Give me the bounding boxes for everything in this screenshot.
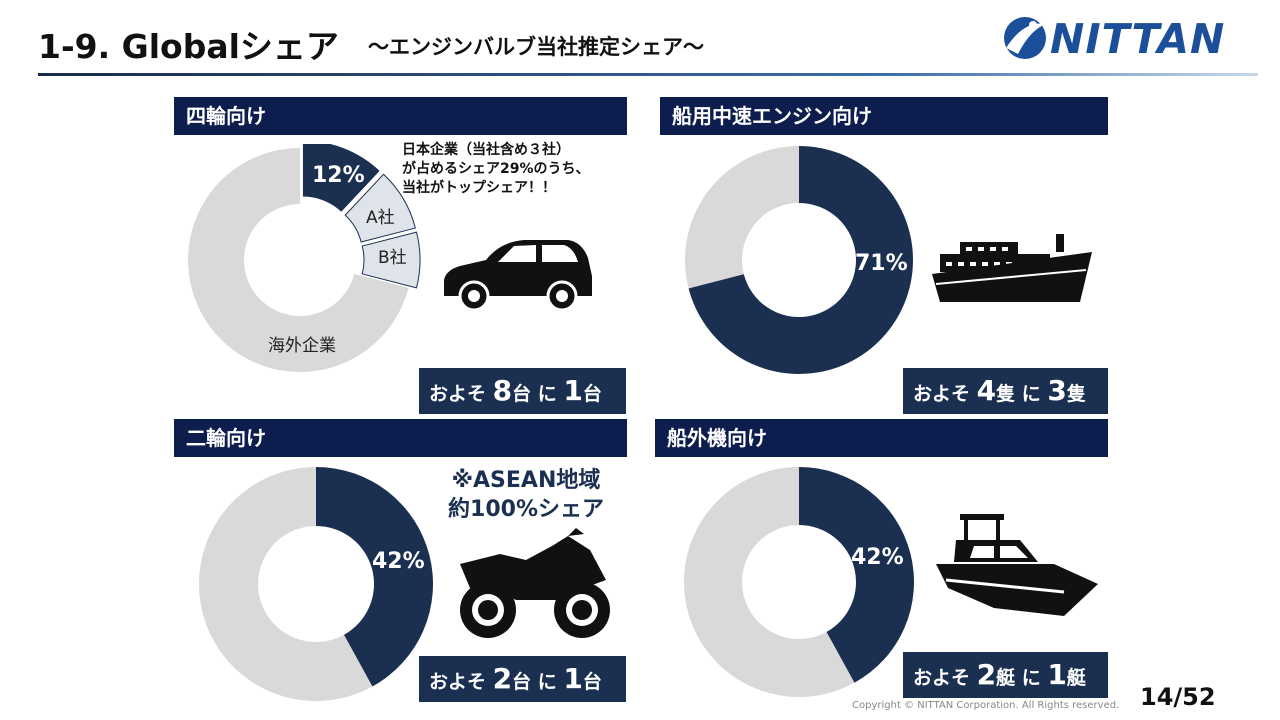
ship-icon — [932, 234, 1092, 302]
ratio-prefix: およそ — [429, 383, 487, 405]
heading-boat: 船外機向け — [655, 419, 1108, 457]
ratio-connector: に — [537, 383, 557, 405]
logo-text: NITTAN — [1050, 15, 1226, 63]
donut-slice-海外企業 — [188, 148, 409, 372]
heading-motorcycle: 二輪向け — [174, 419, 627, 457]
ratio-unit: 台 — [512, 671, 532, 693]
ratio-prefix: およそ — [913, 667, 971, 689]
ratio-number: 1 — [1047, 658, 1067, 691]
car-note: 日本企業（当社含め３社） が占めるシェア29%のうち、 当社がトップシェア！！ — [402, 141, 590, 198]
motorcycle-ratio-box: およそ 2台 に 1台 — [419, 656, 626, 702]
page-subtitle: ～エンジンバルブ当社推定シェア～ — [368, 35, 704, 59]
ship-ratio-box: およそ 4隻 に 3隻 — [903, 368, 1108, 414]
donut-slice-B社 — [361, 231, 421, 289]
ratio-unit: 隻 — [1066, 383, 1086, 405]
ratio-number: 2 — [976, 658, 997, 691]
car-icon — [444, 240, 592, 310]
ratio-number: 8 — [492, 374, 513, 407]
motorcycle-share-label: 42% — [372, 549, 425, 574]
ratio-connector: に — [1021, 667, 1041, 689]
car-share-label: 12% — [312, 163, 365, 188]
heading-ship: 船用中速エンジン向け — [660, 97, 1108, 135]
ratio-unit: 隻 — [996, 383, 1016, 405]
donut-slice-その他 — [198, 467, 373, 701]
car-segment-a-label: A社 — [366, 208, 395, 228]
nittan-logo — [1000, 10, 1262, 66]
donut-car — [188, 144, 421, 372]
ratio-unit: 台 — [582, 671, 602, 693]
ratio-unit: 艇 — [1066, 667, 1086, 689]
donut-slice-A社 — [344, 173, 416, 243]
car-segment-other-label: 海外企業 — [268, 336, 336, 356]
asean-callout-line: 約100%シェア — [448, 497, 604, 522]
ratio-unit: 艇 — [996, 667, 1016, 689]
donut-slice-当社 — [316, 467, 433, 687]
ratio-unit: 台 — [582, 383, 602, 405]
car-segment-b-label: B社 — [378, 248, 407, 268]
donut-slice-その他 — [685, 146, 799, 289]
donut-motorcycle — [198, 467, 433, 701]
motorcycle-icon — [460, 528, 610, 638]
page-title: 1-9. Globalシェア — [38, 27, 339, 66]
ratio-number: 1 — [563, 374, 583, 407]
logo-mark-icon — [1004, 17, 1046, 59]
asean-callout: ※ASEAN地域 約100%シェア — [438, 466, 614, 524]
ratio-number: 4 — [976, 374, 997, 407]
ratio-prefix: およそ — [429, 671, 487, 693]
car-ratio-box: およそ 8台 に 1台 — [419, 368, 626, 414]
boat-ratio-box: およそ 2艇 に 1艇 — [903, 652, 1108, 698]
heading-car: 四輪向け — [174, 97, 627, 135]
donut-boat — [684, 467, 914, 697]
ratio-connector: に — [1021, 383, 1041, 405]
car-note-line: が占めるシェア29%のうち、 — [402, 161, 590, 177]
donut-slice-当社 — [302, 144, 380, 212]
ship-share-label: 71% — [855, 251, 908, 276]
boat-share-label: 42% — [851, 545, 904, 570]
car-note-line: 当社がトップシェア！！ — [402, 180, 556, 196]
donut-slice-その他 — [684, 467, 855, 697]
ratio-unit: 台 — [512, 383, 532, 405]
ratio-number: 3 — [1047, 374, 1067, 407]
donut-slice-当社 — [688, 146, 913, 374]
car-note-line: 日本企業（当社含め３社） — [402, 142, 570, 158]
donut-ship — [685, 146, 913, 374]
boat-icon — [936, 514, 1098, 616]
donut-slice-当社 — [799, 467, 914, 683]
ratio-connector: に — [537, 671, 557, 693]
asean-callout-line: ※ASEAN地域 — [451, 468, 601, 493]
ratio-number: 2 — [492, 662, 513, 695]
copyright-text: Copyright © NITTAN Corporation. All Righ… — [852, 700, 1120, 711]
ratio-prefix: およそ — [913, 383, 971, 405]
ratio-number: 1 — [563, 662, 583, 695]
page-number: 14/52 — [1140, 683, 1216, 711]
title-divider — [38, 73, 1258, 76]
